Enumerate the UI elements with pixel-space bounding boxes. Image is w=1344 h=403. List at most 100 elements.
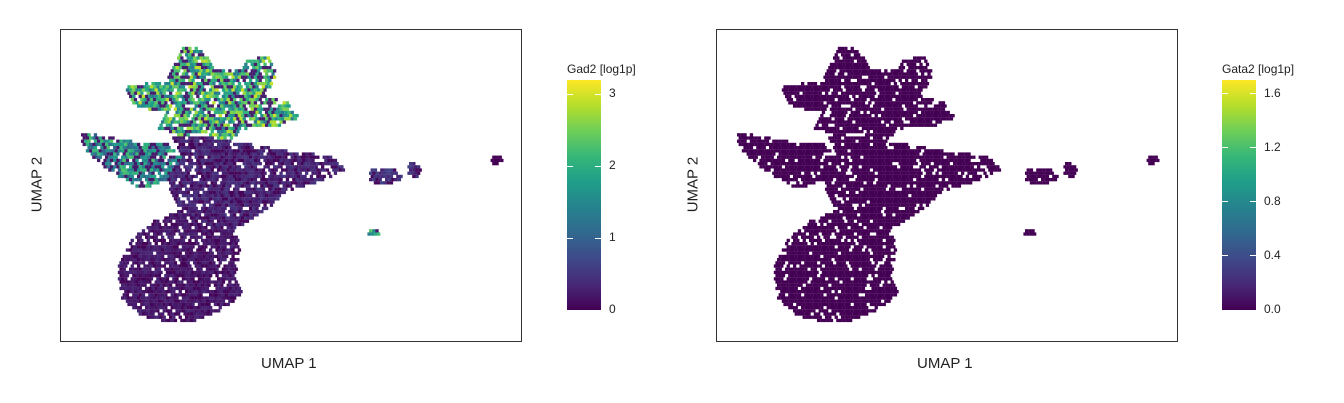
hex-cell (269, 178, 274, 182)
hex-cell (836, 222, 840, 227)
hex-cell (135, 88, 139, 92)
hex-cell (370, 168, 374, 172)
hex-cell (847, 53, 851, 57)
hex-cell (220, 232, 224, 236)
hex-cell (135, 248, 139, 252)
hex-cell (301, 152, 306, 156)
hex-cell (207, 104, 211, 108)
hex-cell (765, 139, 770, 143)
hex-cell (145, 274, 149, 278)
hex-cell (237, 146, 242, 150)
hex-cell (228, 280, 232, 284)
hex-cell (914, 187, 918, 191)
hex-cell (164, 114, 168, 118)
hex-cell (847, 213, 851, 217)
hex-cell (945, 114, 949, 118)
hex-cell (145, 248, 149, 252)
hex-cell (868, 139, 872, 143)
hex-cell (129, 254, 133, 259)
hex-cell (836, 171, 840, 175)
hex-cell (194, 174, 198, 179)
hex-cell (244, 197, 248, 201)
hex-cell (135, 165, 139, 169)
hex-cell (881, 126, 885, 131)
hex-cell (895, 104, 899, 108)
hex-cell (788, 171, 792, 175)
hex-cell (853, 91, 858, 95)
hex-cell (945, 184, 949, 188)
hex-cell (925, 190, 930, 195)
hex-cell (861, 165, 866, 169)
hex-cell (213, 91, 218, 95)
hex-cell (172, 245, 176, 249)
hex-cell (253, 210, 258, 214)
hex-cell (178, 219, 182, 223)
hex-cell (852, 56, 856, 60)
hex-cell (217, 251, 221, 255)
hex-cell (837, 98, 842, 102)
hex-cell (197, 187, 202, 191)
hex-cell (861, 171, 866, 175)
hex-cell (889, 174, 893, 179)
hex-cell (228, 139, 232, 143)
hex-cell (153, 270, 157, 275)
hex-cell (194, 155, 198, 159)
hex-cell (853, 117, 858, 121)
hex-cell (745, 149, 749, 153)
hex-cell (269, 114, 274, 118)
hex-cell (141, 312, 146, 316)
hex-cell (140, 174, 144, 179)
hex-cell (183, 146, 187, 150)
hex-cell (978, 155, 982, 159)
hex-cell (919, 62, 923, 67)
hex-cell (965, 181, 970, 185)
hex-cell (157, 171, 162, 175)
hex-cell (492, 155, 496, 159)
hex-cell (169, 104, 173, 108)
hex-cell (857, 206, 861, 211)
hex-cell (833, 190, 837, 195)
hex-cell (917, 206, 922, 211)
hex-cell (223, 232, 227, 236)
hex-cell (239, 85, 243, 89)
hex-cell (146, 296, 150, 300)
hex-cell (188, 162, 192, 166)
hex-cell (932, 107, 936, 111)
hex-cell (847, 181, 851, 185)
hex-cell (145, 146, 149, 150)
hex-cell (149, 98, 154, 102)
hex-cell (836, 107, 840, 111)
hex-cell (234, 242, 238, 246)
hex-cell (193, 216, 197, 220)
hex-cell (812, 142, 816, 147)
hex-cell (234, 210, 238, 214)
hex-cell (858, 184, 862, 188)
hex-cell (844, 149, 848, 153)
hex-cell (913, 75, 917, 79)
hex-cell (209, 312, 213, 316)
hex-cell (410, 171, 414, 175)
hex-cell (218, 203, 222, 207)
hex-cell (911, 91, 915, 95)
hex-cell (172, 238, 176, 243)
hex-cell (157, 222, 162, 227)
hex-cell (271, 123, 275, 127)
hex-cell (135, 267, 139, 271)
hex-cell (335, 162, 339, 166)
hex-cell (868, 171, 872, 175)
hex-cell (916, 107, 920, 111)
hex-cell (805, 181, 810, 185)
hex-cell (882, 219, 886, 223)
hex-cell (901, 194, 906, 198)
hex-cell (921, 200, 925, 204)
hex-cell (213, 245, 218, 249)
hex-cell (237, 114, 242, 118)
hex-cell (935, 165, 939, 169)
hex-cell (175, 194, 179, 198)
hex-cell (873, 98, 877, 102)
hex-cell (857, 123, 861, 127)
hex-cell (135, 293, 139, 297)
hex-cell (825, 85, 829, 89)
hex-cell (285, 158, 290, 163)
hex-cell (157, 306, 162, 310)
